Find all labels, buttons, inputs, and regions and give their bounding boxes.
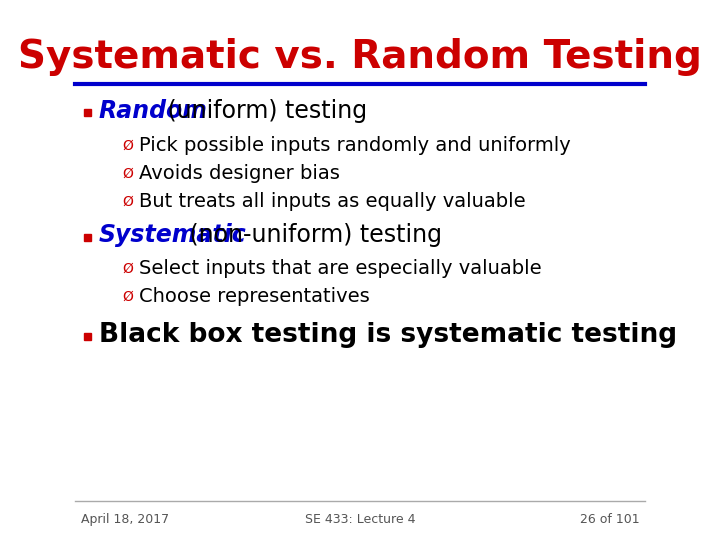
Text: Ø: Ø <box>122 261 133 275</box>
Text: Black box testing is systematic testing: Black box testing is systematic testing <box>99 322 677 348</box>
Text: Ø: Ø <box>122 139 133 153</box>
Text: Systematic: Systematic <box>99 223 246 247</box>
FancyBboxPatch shape <box>84 233 91 241</box>
Text: 26 of 101: 26 of 101 <box>580 513 639 526</box>
Text: Pick possible inputs randomly and uniformly: Pick possible inputs randomly and unifor… <box>139 136 571 156</box>
Text: Select inputs that are especially valuable: Select inputs that are especially valuab… <box>139 259 541 278</box>
Text: April 18, 2017: April 18, 2017 <box>81 513 169 526</box>
Text: Choose representatives: Choose representatives <box>139 287 370 306</box>
Text: Ø: Ø <box>122 289 133 303</box>
Text: (non-uniform) testing: (non-uniform) testing <box>181 223 442 247</box>
Text: But treats all inputs as equally valuable: But treats all inputs as equally valuabl… <box>139 192 526 212</box>
Text: Ø: Ø <box>122 167 133 181</box>
Text: Random: Random <box>99 99 207 123</box>
FancyBboxPatch shape <box>84 109 91 116</box>
FancyBboxPatch shape <box>84 333 91 341</box>
Text: Systematic vs. Random Testing: Systematic vs. Random Testing <box>18 38 702 76</box>
Text: Avoids designer bias: Avoids designer bias <box>139 164 340 184</box>
Text: Ø: Ø <box>122 195 133 209</box>
Text: SE 433: Lecture 4: SE 433: Lecture 4 <box>305 513 415 526</box>
Text: (uniform) testing: (uniform) testing <box>160 99 367 123</box>
